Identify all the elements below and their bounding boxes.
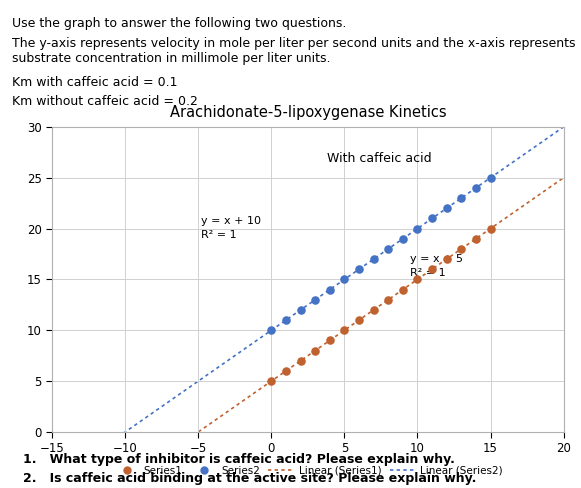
- Point: [354, 316, 364, 324]
- Point: [340, 275, 349, 283]
- Text: The y-axis represents velocity in mole per liter per second units and the x-axis: The y-axis represents velocity in mole p…: [12, 37, 575, 50]
- Point: [296, 306, 305, 314]
- Point: [428, 265, 437, 273]
- Point: [413, 224, 422, 232]
- Point: [471, 235, 480, 243]
- Point: [311, 346, 320, 354]
- Point: [471, 184, 480, 192]
- Point: [457, 245, 466, 253]
- Point: [457, 194, 466, 202]
- Point: [369, 255, 378, 263]
- Point: [267, 377, 276, 385]
- Text: Use the graph to answer the following two questions.: Use the graph to answer the following tw…: [12, 17, 346, 30]
- Point: [354, 265, 364, 273]
- Text: With caffeic acid: With caffeic acid: [327, 152, 432, 165]
- Text: 1.   What type of inhibitor is caffeic acid? Please explain why.: 1. What type of inhibitor is caffeic aci…: [23, 453, 455, 466]
- Point: [398, 285, 407, 293]
- Point: [281, 367, 290, 375]
- Point: [383, 245, 393, 253]
- Legend: Series1, Series2, Linear (Series1), Linear (Series2): Series1, Series2, Linear (Series1), Line…: [109, 462, 507, 480]
- Point: [325, 337, 335, 345]
- Point: [340, 326, 349, 334]
- Point: [486, 224, 495, 232]
- Point: [398, 235, 407, 243]
- Text: Km without caffeic acid = 0.2: Km without caffeic acid = 0.2: [12, 95, 198, 108]
- Point: [442, 255, 451, 263]
- Point: [267, 326, 276, 334]
- Point: [383, 296, 393, 304]
- Text: 2.   Is caffeic acid binding at the active site? Please explain why.: 2. Is caffeic acid binding at the active…: [23, 472, 476, 486]
- Point: [428, 215, 437, 223]
- Text: y = x + 5
R² = 1: y = x + 5 R² = 1: [410, 254, 463, 278]
- Point: [311, 296, 320, 304]
- Point: [281, 316, 290, 324]
- Point: [369, 306, 378, 314]
- Point: [413, 275, 422, 283]
- Point: [486, 174, 495, 182]
- Text: Km with caffeic acid = 0.1: Km with caffeic acid = 0.1: [12, 76, 177, 89]
- Title: Arachidonate-5-lipoxygenase Kinetics: Arachidonate-5-lipoxygenase Kinetics: [170, 105, 446, 120]
- Text: substrate concentration in millimole per liter units.: substrate concentration in millimole per…: [12, 52, 330, 65]
- Point: [296, 357, 305, 365]
- Point: [442, 204, 451, 212]
- Text: y = x + 10
R² = 1: y = x + 10 R² = 1: [201, 216, 261, 241]
- Point: [325, 285, 335, 293]
